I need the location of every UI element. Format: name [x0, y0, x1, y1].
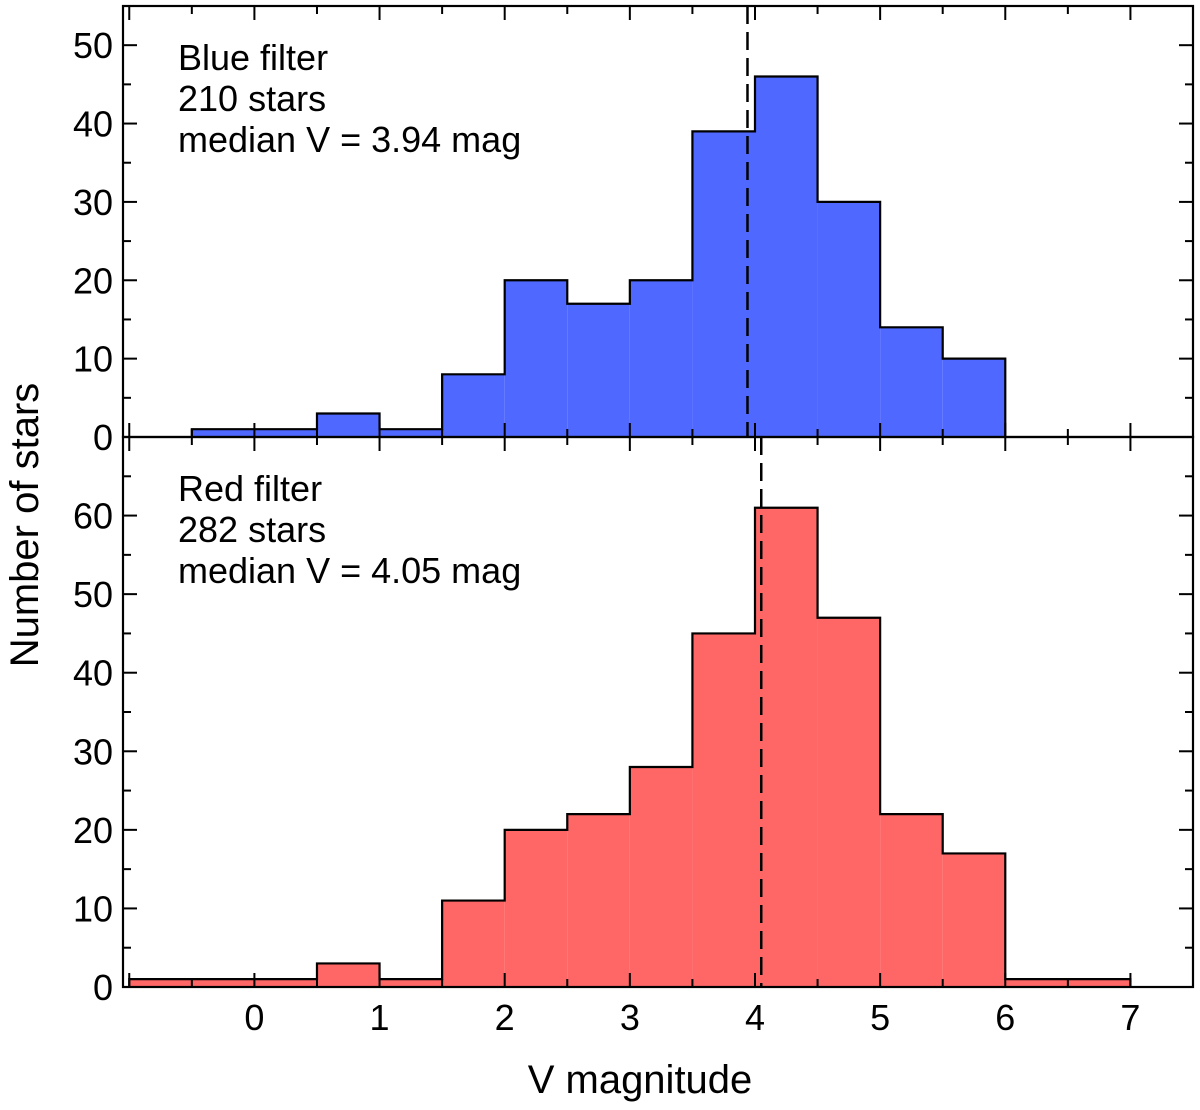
blue-ytick-label-20: 20 — [73, 260, 113, 301]
blue-histogram-outline — [190, 75, 1007, 437]
blue-bar-12 — [942, 358, 1006, 437]
red-bar-10 — [754, 507, 818, 987]
blue-bar-3 — [379, 429, 443, 437]
blue-bar-9 — [754, 76, 818, 437]
blue-bar-4 — [442, 374, 505, 437]
red-annotation-line-2: median V = 4.05 mag — [178, 550, 521, 591]
xtick-label-6: 6 — [995, 997, 1015, 1038]
red-bar-12 — [880, 814, 943, 987]
xtick-label-7: 7 — [1120, 997, 1140, 1038]
xtick-label-0: 0 — [244, 997, 264, 1038]
red-bar-11 — [817, 617, 881, 987]
xtick-label-3: 3 — [620, 997, 640, 1038]
red-ytick-label-30: 30 — [73, 731, 113, 772]
blue-bar-10 — [817, 201, 881, 437]
blue-bar-1 — [254, 429, 317, 437]
red-bar-0 — [129, 979, 192, 987]
blue-bar-8 — [692, 131, 755, 437]
blue-bar-2 — [316, 413, 380, 437]
red-annotation-line-0: Red filter — [178, 468, 322, 509]
xtick-label-2: 2 — [495, 997, 515, 1038]
xtick-label-4: 4 — [745, 997, 765, 1038]
xtick-label-5: 5 — [870, 997, 890, 1038]
blue-annotation-line-1: 210 stars — [178, 78, 326, 119]
blue-ytick-label-40: 40 — [73, 104, 113, 145]
red-ytick-label-0: 0 — [93, 967, 113, 1008]
y-axis-label: Number of stars — [3, 383, 47, 668]
red-bar-8 — [629, 767, 693, 987]
red-bar-13 — [942, 853, 1006, 987]
red-histogram-outline — [128, 506, 1132, 987]
blue-ytick-label-30: 30 — [73, 182, 113, 223]
red-bar-4 — [379, 979, 443, 987]
xtick-label-1: 1 — [370, 997, 390, 1038]
red-bar-5 — [442, 900, 505, 987]
red-ytick-label-10: 10 — [73, 888, 113, 929]
red-bar-15 — [1067, 979, 1131, 987]
red-bar-9 — [692, 633, 755, 987]
blue-annotation-line-2: median V = 3.94 mag — [178, 119, 521, 160]
blue-bar-0 — [191, 429, 255, 437]
x-axis-label: V magnitude — [528, 1058, 753, 1102]
red-bar-1 — [191, 979, 255, 987]
red-bar-14 — [1005, 979, 1068, 987]
red-ytick-label-60: 60 — [73, 496, 113, 537]
red-bar-2 — [254, 979, 317, 987]
blue-bar-11 — [880, 327, 943, 437]
red-ytick-label-20: 20 — [73, 810, 113, 851]
red-annotation-line-1: 282 stars — [178, 509, 326, 550]
blue-bar-5 — [504, 280, 568, 437]
blue-ytick-label-0: 0 — [93, 417, 113, 458]
red-ytick-label-50: 50 — [73, 574, 113, 615]
red-bar-3 — [316, 963, 380, 987]
red-bar-7 — [567, 814, 630, 987]
blue-ytick-label-50: 50 — [73, 25, 113, 66]
blue-ytick-label-10: 10 — [73, 339, 113, 380]
blue-bar-6 — [567, 303, 630, 437]
blue-annotation-line-0: Blue filter — [178, 37, 328, 78]
blue-bar-7 — [629, 280, 693, 437]
red-ytick-label-40: 40 — [73, 653, 113, 694]
red-bar-6 — [504, 829, 568, 987]
